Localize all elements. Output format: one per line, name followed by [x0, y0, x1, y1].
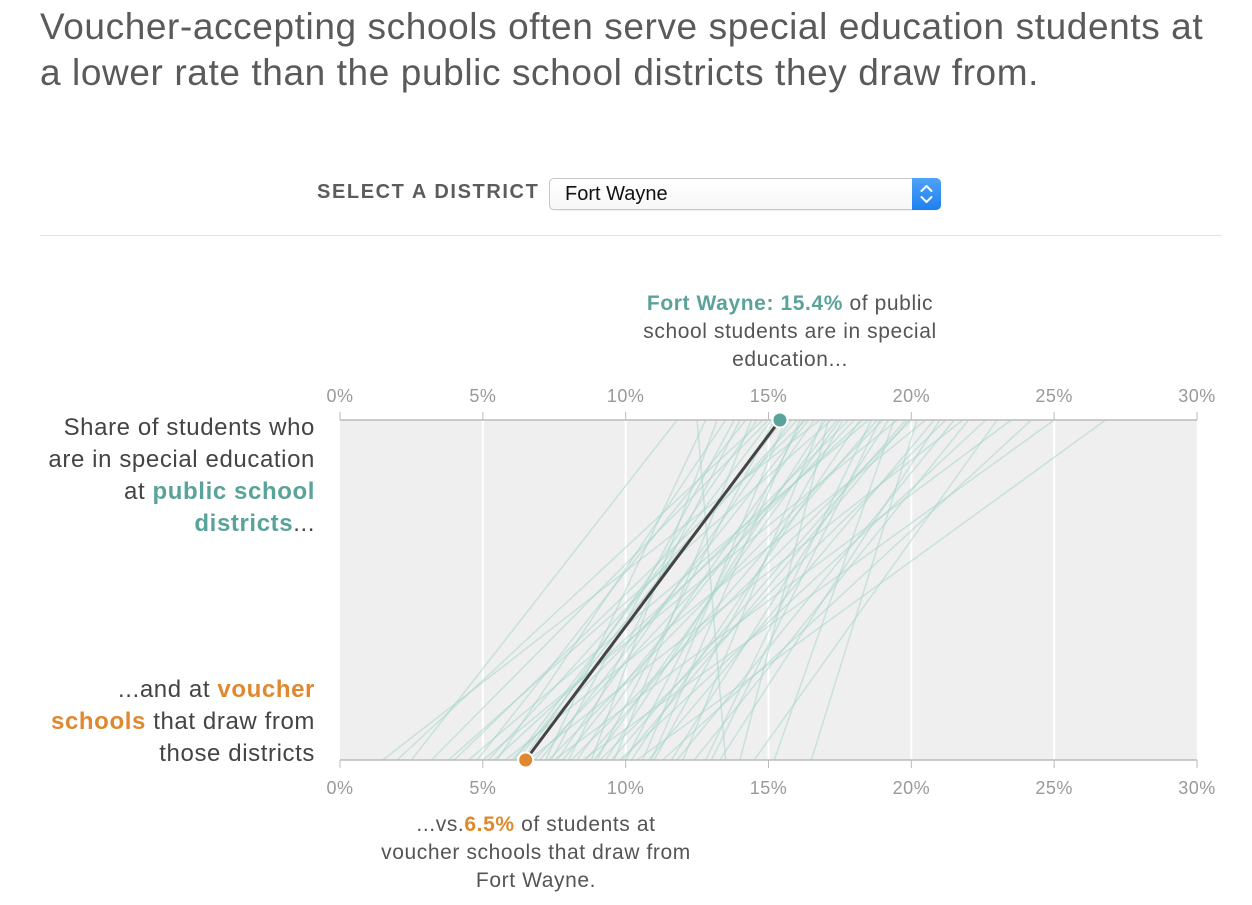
top-tick-label: 25%	[1035, 386, 1073, 406]
public-annotation-value: Fort Wayne: 15.4%	[646, 292, 844, 315]
public-point	[771, 411, 789, 429]
district-line	[810, 419, 918, 761]
voucher-label-suffix: that draw from those districts	[145, 708, 315, 767]
voucher-schools-label: ...and at voucher schools that draw from…	[25, 674, 315, 770]
highlight-group	[517, 411, 789, 769]
district-line	[410, 419, 678, 761]
district-line	[704, 419, 873, 761]
bottom-tick-label: 10%	[607, 778, 645, 798]
district-line	[653, 419, 844, 761]
district-line	[650, 419, 801, 761]
top-tick-label: 30%	[1178, 386, 1216, 406]
district-line	[642, 419, 787, 761]
bottom-tick-label: 0%	[326, 778, 353, 798]
district-line	[619, 419, 987, 761]
top-tick-label: 15%	[750, 386, 788, 406]
bottom-tick-label: 30%	[1178, 778, 1216, 798]
district-line	[550, 419, 735, 761]
public-annotation-text: of public school students are in special…	[643, 292, 937, 371]
district-line	[710, 419, 881, 761]
top-tick-label: 5%	[469, 386, 496, 406]
district-line	[522, 419, 758, 761]
axes: 0% 0% 5% 5% 10% 10% 15% 15% 20% 20% 25% 25% 30% 30%	[326, 386, 1215, 798]
public-label-emphasis: public school districts	[152, 478, 315, 537]
public-annotation: Fort Wayne: 15.4% of public school stude…	[630, 290, 950, 374]
district-line	[636, 419, 1107, 761]
bottom-tick-label: 5%	[469, 778, 496, 798]
district-line	[622, 419, 910, 761]
voucher-label-prefix: ...and at	[118, 676, 218, 703]
district-line	[773, 419, 895, 761]
district-line	[496, 419, 727, 761]
voucher-label-emphasis: voucher schools	[51, 676, 315, 735]
bottom-tick-label: 25%	[1035, 778, 1073, 798]
district-line	[556, 419, 792, 761]
selector-label: SELECT A DISTRICT	[317, 181, 540, 203]
district-line	[453, 419, 807, 761]
voucher-annotation-value: 6.5%	[464, 813, 515, 836]
district-line	[545, 419, 707, 761]
district-lines	[382, 419, 1107, 761]
voucher-point	[517, 751, 535, 769]
select-arrows-icon[interactable]	[912, 178, 941, 210]
bottom-tick-label: 15%	[750, 778, 788, 798]
district-select-value: Fort Wayne	[565, 183, 668, 205]
district-line	[570, 419, 912, 761]
district-line	[585, 419, 878, 761]
district-line	[593, 419, 841, 761]
district-line	[396, 419, 764, 761]
district-select[interactable]: Fort Wayne	[549, 178, 941, 210]
public-label-text: Share of students who are in special edu…	[48, 414, 315, 505]
voucher-annotation-text: of students at voucher schools that draw…	[381, 813, 691, 892]
district-line	[562, 419, 838, 761]
district-line	[610, 419, 907, 761]
district-line	[605, 419, 827, 761]
top-tick-label: 0%	[326, 386, 353, 406]
district-line	[493, 419, 864, 761]
top-tick-label: 20%	[893, 386, 931, 406]
district-line	[553, 419, 1012, 761]
voucher-annotation-prefix: ...vs.	[416, 813, 465, 836]
section-divider	[40, 235, 1222, 236]
top-tick-label: 10%	[607, 386, 645, 406]
district-line	[719, 419, 941, 761]
highlight-line	[524, 419, 782, 761]
district-line	[596, 419, 775, 761]
district-line	[739, 419, 830, 761]
public-districts-label: Share of students who are in special edu…	[25, 412, 315, 540]
district-line	[647, 419, 935, 761]
headline: Voucher-accepting schools often serve sp…	[40, 6, 1204, 93]
district-line	[676, 419, 955, 761]
voucher-annotation: ...vs.6.5% of students at voucher school…	[376, 811, 696, 895]
public-label-ellipsis: ...	[293, 510, 315, 537]
district-line	[599, 419, 947, 761]
district-line	[430, 419, 770, 761]
bottom-tick-label: 20%	[893, 778, 931, 798]
